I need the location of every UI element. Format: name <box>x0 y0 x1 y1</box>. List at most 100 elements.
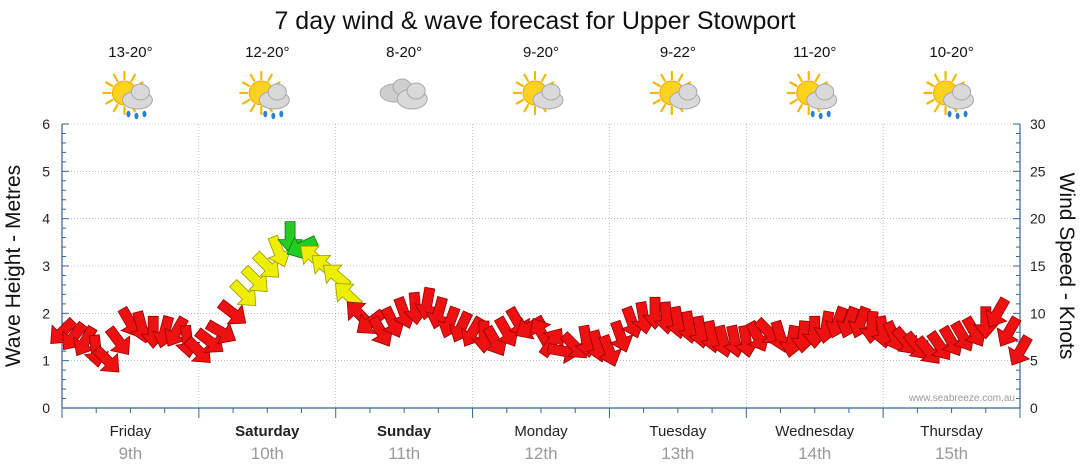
sun-ray <box>933 104 940 113</box>
sun-cloud-rain-icon <box>239 70 290 120</box>
wind-arrow <box>950 320 975 352</box>
chart-title: 7 day wind & wave forecast for Upper Sto… <box>274 7 795 35</box>
wind-arrow <box>251 250 280 278</box>
sun-cloud-rain-icon <box>923 70 975 120</box>
sun-cloud-icon <box>512 70 564 116</box>
wind-arrow <box>183 335 211 363</box>
axes: 0 1 2 3 4 5 6 0 5 10 15 20 25 30 <box>42 116 1046 418</box>
day-temperature: 10-20° <box>929 44 973 61</box>
sun-ray <box>241 81 251 88</box>
wind-arrow <box>914 335 940 364</box>
sun-ray <box>933 73 940 82</box>
day-temperature: 12-20° <box>245 44 289 61</box>
sun-ray <box>797 104 803 113</box>
sun-ray <box>677 73 684 82</box>
y-left-tick-label: 6 <box>42 116 50 132</box>
sun-ray <box>652 81 661 88</box>
day-date: 10th <box>251 444 284 463</box>
rain-drop <box>947 110 952 118</box>
sun-ray <box>112 73 119 82</box>
rain-drop <box>810 110 815 118</box>
rain-drop <box>826 110 831 118</box>
wind-arrow <box>996 315 1022 347</box>
rain-drop <box>271 112 276 120</box>
sun-cloud-icon <box>649 70 701 116</box>
sun-ray <box>130 73 137 82</box>
sun-ray <box>926 98 935 105</box>
sun-ray <box>540 73 547 82</box>
day-name: Sunday <box>377 423 432 440</box>
day-headers: 13-20° Friday 9th 12-20° Saturday 10th 8-20° Su… <box>102 44 983 463</box>
rain-drop <box>279 110 284 118</box>
sun-ray <box>105 98 114 105</box>
cloud <box>678 83 698 101</box>
cloud <box>267 83 287 101</box>
rain-drop <box>134 112 139 120</box>
wind-arrow <box>229 278 257 307</box>
sun-ray <box>523 73 530 82</box>
sun-ray <box>241 98 251 105</box>
cloud <box>130 83 150 101</box>
wind-arrow <box>609 319 634 353</box>
y-left-tick-label: 3 <box>42 258 50 274</box>
y-right-tick-label: 25 <box>1030 163 1046 179</box>
cloud <box>541 83 561 101</box>
wind-arrow <box>204 319 237 345</box>
y-right-tick-label: 0 <box>1030 400 1038 416</box>
wind-arrow <box>104 325 131 355</box>
sun-ray <box>660 73 666 82</box>
sun-ray <box>249 104 256 113</box>
wind-arrow <box>267 234 292 268</box>
rain-drop <box>963 110 968 118</box>
day-temperature: 8-20° <box>386 44 422 61</box>
sun-ray <box>789 81 798 88</box>
cloud <box>952 83 972 101</box>
sun-ray <box>112 104 119 113</box>
sun-ray <box>267 73 273 82</box>
wind-arrow <box>425 296 451 330</box>
y-left-tick-label: 1 <box>42 353 50 369</box>
rain-drop <box>263 110 268 118</box>
wind-arrow <box>559 331 587 359</box>
day-name: Monday <box>514 423 568 440</box>
credit-text: www.seabreeze.com.au <box>908 393 1015 404</box>
wind-arrow <box>194 327 224 353</box>
day-date: 15th <box>935 444 968 463</box>
wind-arrow <box>414 286 440 321</box>
sun-ray <box>797 73 803 82</box>
day-date: 14th <box>798 444 831 463</box>
wind-arrow <box>597 333 623 367</box>
sun-ray <box>789 98 798 105</box>
day-date: 9th <box>119 444 143 463</box>
wind-arrow <box>985 296 1011 328</box>
sun-ray <box>249 73 256 82</box>
sun-ray <box>660 104 666 113</box>
sun-ray <box>652 98 661 105</box>
day-name: Friday <box>110 423 152 440</box>
y-left-tick-label: 2 <box>42 305 50 321</box>
day-name: Wednesday <box>775 423 854 440</box>
y-left-axis-title: Wave Height - Metres <box>2 165 25 367</box>
wind-arrow <box>1008 334 1033 366</box>
sun-ray <box>951 73 958 82</box>
wind-arrows <box>50 221 1033 373</box>
wind-arrow <box>926 329 952 361</box>
y-right-tick-label: 20 <box>1030 211 1046 227</box>
cloud-front <box>406 82 426 100</box>
day-date: 11th <box>388 444 420 463</box>
sun-ray <box>926 81 935 88</box>
y-left-tick-label: 0 <box>42 400 50 416</box>
wind-arrow <box>938 324 964 357</box>
wind-arrow <box>92 345 120 373</box>
day-name: Thursday <box>920 423 983 440</box>
day-date: 13th <box>661 444 694 463</box>
plot-area <box>62 124 1020 408</box>
sun-cloud-rain-icon <box>102 70 153 120</box>
day-name: Saturday <box>235 423 300 440</box>
wind-arrow <box>216 298 247 325</box>
day-temperature: 9-20° <box>523 44 559 61</box>
sun-ray <box>515 81 524 88</box>
rain-drop <box>818 112 823 120</box>
sun-cloud-rain-icon <box>786 70 838 120</box>
rain-drop <box>142 110 147 118</box>
